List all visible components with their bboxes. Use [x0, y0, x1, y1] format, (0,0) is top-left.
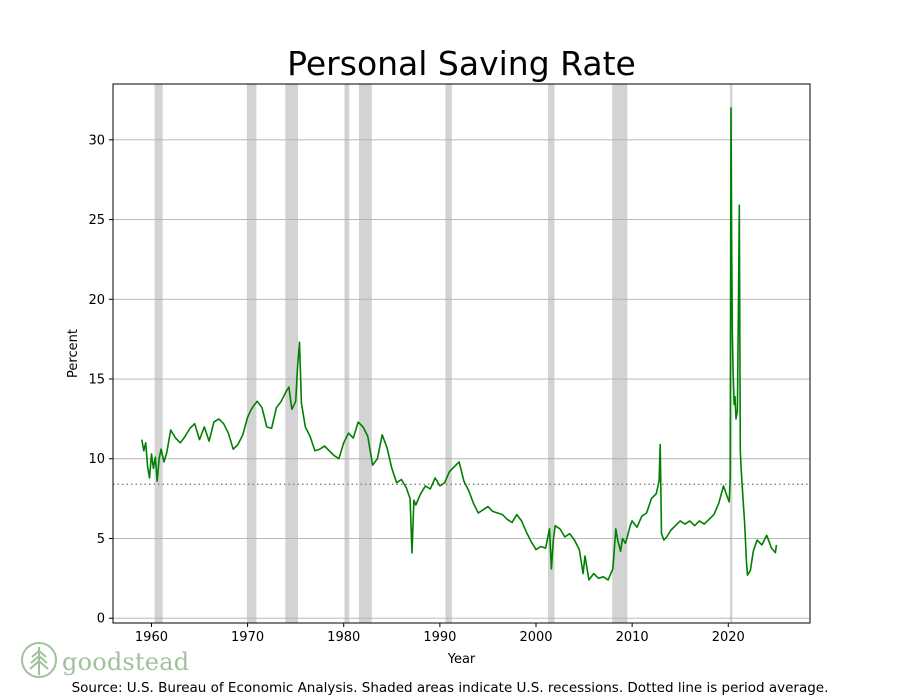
- recession-bands: [154, 84, 733, 623]
- recession-band: [246, 84, 257, 623]
- y-tick-label: 20: [88, 293, 105, 308]
- y-tick-label: 10: [88, 452, 105, 467]
- y-tick-label: 30: [88, 133, 105, 148]
- recession-band: [154, 84, 163, 623]
- recession-band: [358, 84, 372, 623]
- x-tick-label: 1980: [327, 630, 360, 645]
- x-tick-label: 2000: [519, 630, 552, 645]
- series-group: [141, 107, 778, 581]
- y-axis-ticks: 0 5 10 15 20 25 30: [88, 133, 113, 627]
- logo-wordmark: goodstead: [62, 648, 190, 676]
- recession-band: [344, 84, 350, 623]
- y-axis-label: Percent: [66, 329, 81, 378]
- x-tick-label: 1990: [423, 630, 456, 645]
- y-tick-label: 0: [97, 612, 105, 627]
- tree-icon: [20, 640, 58, 684]
- x-axis-label: Year: [447, 652, 476, 667]
- x-tick-label: 1970: [231, 630, 264, 645]
- x-tick-label: 1960: [135, 630, 168, 645]
- recession-band: [285, 84, 299, 623]
- logo: goodstead: [20, 642, 189, 682]
- grid-lines: [113, 139, 810, 619]
- chart-title: Personal Saving Rate: [287, 44, 636, 83]
- y-tick-label: 15: [88, 373, 105, 388]
- x-tick-label: 2020: [712, 630, 745, 645]
- recession-band: [548, 84, 555, 623]
- series-line: [141, 107, 778, 581]
- x-axis-ticks: 1960 1970 1980 1990 2000 2010 2020: [135, 623, 745, 645]
- axes-frame: [112, 83, 811, 624]
- recession-band: [612, 84, 628, 623]
- y-tick-label: 5: [97, 532, 105, 547]
- source-note: Source: U.S. Bureau of Economic Analysis…: [71, 680, 829, 696]
- y-tick-label: 25: [88, 213, 105, 228]
- x-tick-label: 2010: [616, 630, 649, 645]
- recession-band: [445, 84, 452, 623]
